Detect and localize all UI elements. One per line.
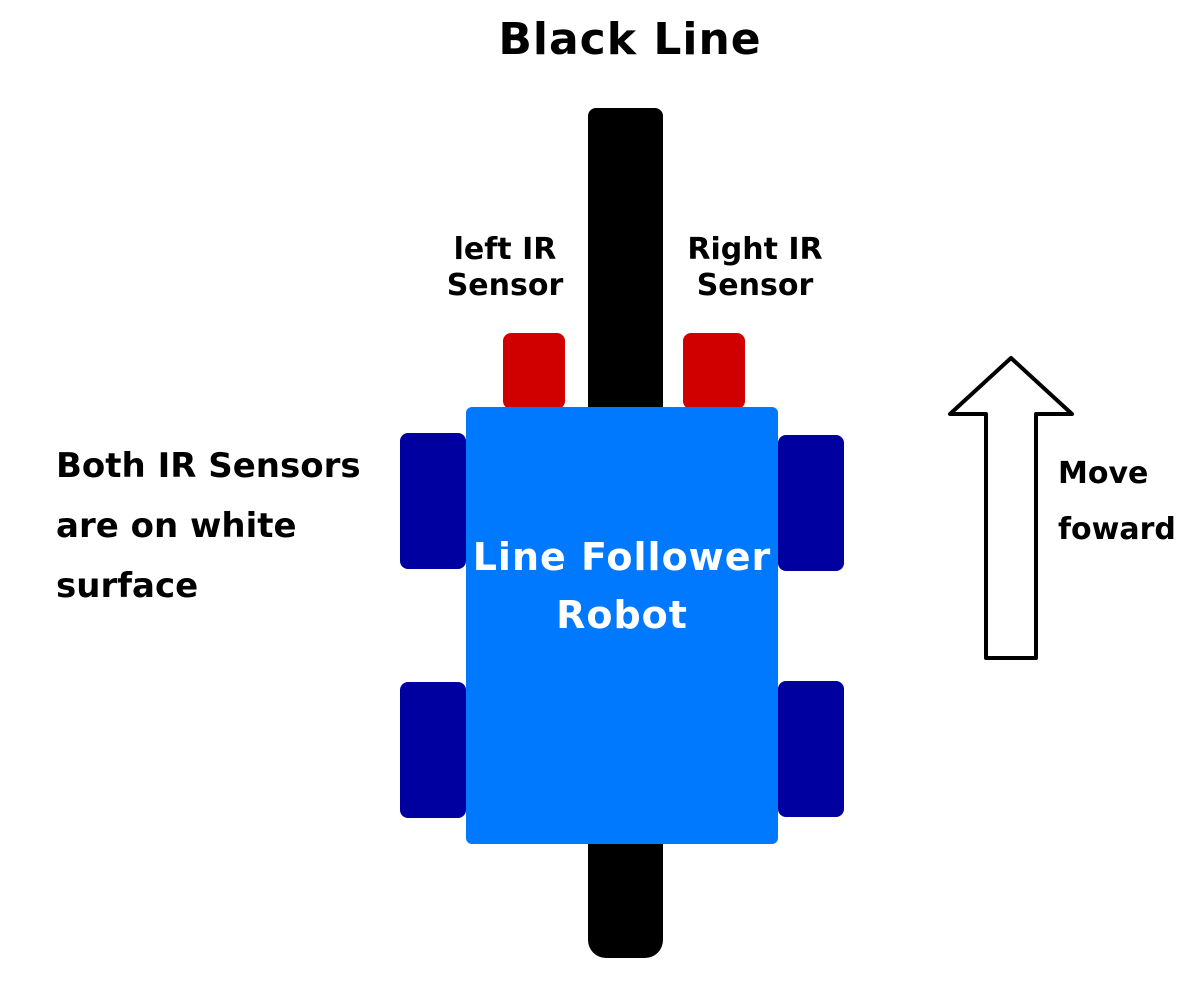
diagram-title: Black Line xyxy=(498,14,762,65)
front-left-wheel xyxy=(400,433,466,569)
right-ir-sensor-label: Right IR Sensor xyxy=(687,232,823,303)
left-ir-sensor-label: left IR Sensor xyxy=(446,232,564,303)
front-right-wheel xyxy=(778,435,844,571)
up-arrow-icon xyxy=(948,356,1074,660)
left-ir-sensor xyxy=(503,333,565,409)
sensor-status-text: Both IR Sensors are on white surface xyxy=(56,446,361,606)
robot-chassis xyxy=(466,407,778,844)
rear-left-wheel xyxy=(400,682,466,818)
robot-label: Line Follower Robot xyxy=(472,535,772,637)
rear-right-wheel xyxy=(778,681,844,817)
right-ir-sensor xyxy=(683,333,745,409)
move-forward-label: Move foward xyxy=(1058,456,1176,547)
